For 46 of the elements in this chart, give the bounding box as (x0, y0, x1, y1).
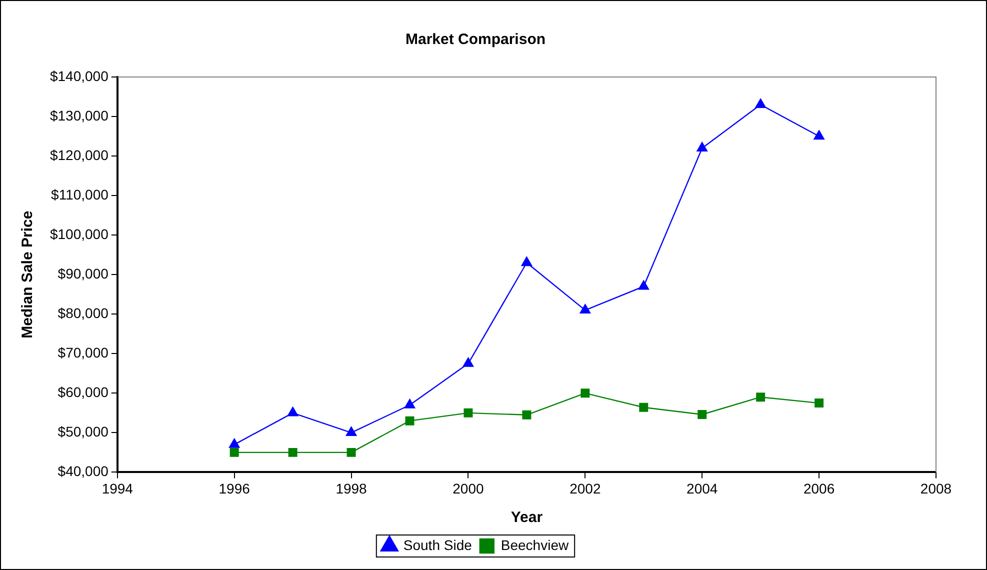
point (462, 357, 474, 367)
point (814, 398, 824, 408)
y-tick-label: $60,000 (58, 384, 109, 400)
point (288, 448, 298, 457)
point (814, 130, 824, 140)
y-tick-label: $120,000 (50, 146, 109, 163)
y-tick-label: $100,000 (50, 226, 109, 242)
y-tick-label: $80,000 (58, 304, 109, 321)
x-tick-label: 1994 (102, 480, 134, 496)
point (230, 448, 239, 457)
point (696, 142, 708, 152)
y-tick-label: $40,000 (58, 463, 109, 480)
x-tick-label: 1998 (336, 480, 368, 496)
x-tick-label: 2004 (686, 480, 718, 496)
point (521, 256, 532, 266)
point (346, 448, 356, 457)
legend-label: Beechview (500, 536, 570, 553)
chart-title: Market Comparison (405, 31, 546, 48)
point (287, 406, 298, 416)
point (755, 98, 766, 108)
point (638, 280, 650, 290)
y-tick-label: $110,000 (51, 186, 109, 202)
point (698, 410, 707, 419)
x-axis-title: Year (510, 509, 543, 526)
y-tick-label: $140,000 (50, 68, 109, 84)
point (346, 426, 357, 436)
y-tick-label: $90,000 (58, 265, 109, 282)
point (580, 388, 590, 398)
y-tick-label: $130,000 (50, 107, 109, 124)
x-tick-label: 2000 (452, 480, 484, 496)
x-tick-label: 2006 (803, 480, 835, 496)
point (464, 408, 473, 418)
x-tick-label: 2008 (920, 480, 952, 496)
point (756, 392, 766, 402)
point (405, 416, 414, 426)
point (404, 398, 416, 408)
legend-label: South Side (403, 536, 472, 553)
y-tick-label: $50,000 (58, 424, 109, 440)
x-tick-label: 1996 (218, 480, 250, 496)
x-tick-label: 2002 (570, 480, 601, 496)
point (580, 304, 591, 314)
y-tick-label: $70,000 (58, 344, 109, 360)
point (228, 438, 240, 448)
point (522, 410, 532, 420)
point (639, 402, 648, 412)
y-axis-title: Median Sale Price (19, 210, 36, 338)
